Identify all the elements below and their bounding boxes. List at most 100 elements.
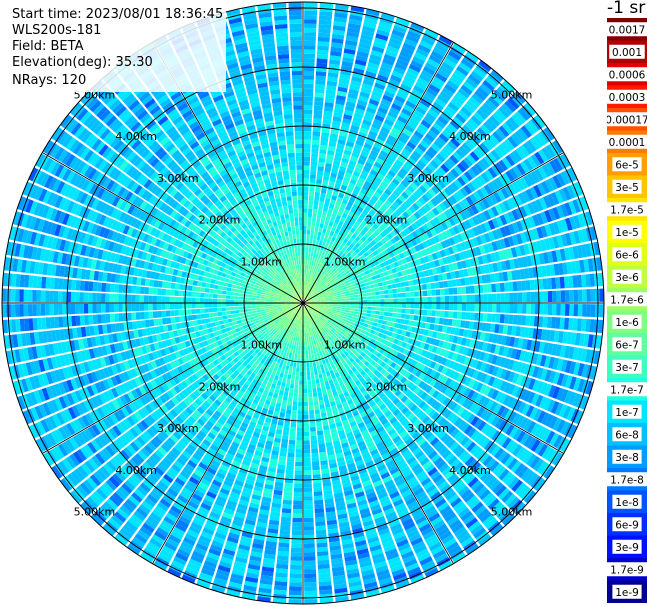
range-bin xyxy=(368,130,378,138)
range-bin xyxy=(507,211,516,223)
range-bin xyxy=(470,165,480,176)
range-bin xyxy=(314,499,324,505)
range-bin xyxy=(343,114,353,121)
range-bin xyxy=(303,388,308,394)
range-bin xyxy=(485,76,498,89)
range-bin xyxy=(318,293,323,296)
range-bin xyxy=(397,155,406,164)
range-bin xyxy=(303,414,309,420)
range-bin xyxy=(450,168,460,178)
range-bin xyxy=(305,296,309,300)
range-bin xyxy=(332,25,346,32)
range-bin xyxy=(460,173,470,184)
range-bin xyxy=(406,303,411,309)
range-bin xyxy=(456,213,464,223)
range-bin xyxy=(293,504,303,510)
range-bin xyxy=(417,251,424,258)
range-bin xyxy=(313,105,323,111)
range-bin xyxy=(501,122,513,135)
range-bin xyxy=(345,39,358,47)
range-bin xyxy=(476,225,484,235)
range-bin xyxy=(303,75,314,80)
range-bin xyxy=(309,256,313,261)
range-bin xyxy=(289,569,302,574)
range-bin xyxy=(343,255,349,261)
range-bin xyxy=(303,251,306,256)
range-bin xyxy=(359,268,365,274)
range-bin xyxy=(504,293,510,303)
range-bin xyxy=(336,266,342,272)
range-bin xyxy=(303,225,307,230)
range-bin xyxy=(308,292,312,297)
range-bin xyxy=(517,108,530,121)
range-bin xyxy=(577,289,583,302)
range-bin xyxy=(303,461,311,467)
range-bin xyxy=(407,225,415,233)
range-bin xyxy=(365,191,373,199)
range-bin xyxy=(336,254,341,260)
range-bin xyxy=(408,280,414,286)
range-bin xyxy=(446,80,459,91)
range-bin xyxy=(525,315,531,326)
range-bin xyxy=(311,383,317,389)
range-bin xyxy=(329,59,341,66)
range-bin xyxy=(311,217,317,223)
range-bin xyxy=(438,150,449,160)
range-bin xyxy=(467,136,479,147)
range-bin xyxy=(364,180,372,188)
range-bin xyxy=(320,254,324,260)
range-bin xyxy=(307,286,310,291)
range-bin xyxy=(378,184,386,192)
range-bin xyxy=(313,109,323,115)
range-bin xyxy=(297,354,301,359)
range-bin xyxy=(407,185,415,194)
range-bin xyxy=(496,293,501,303)
range-bin xyxy=(314,504,324,509)
range-bin xyxy=(399,50,413,60)
range-bin xyxy=(350,80,362,87)
range-bin xyxy=(313,491,323,497)
range-bin xyxy=(316,542,328,548)
range-bin xyxy=(401,148,411,157)
range-bin xyxy=(411,134,422,143)
range-bin xyxy=(328,63,340,70)
range-bin xyxy=(370,288,376,292)
range-bin xyxy=(331,33,345,40)
range-bin xyxy=(306,358,310,364)
range-bin xyxy=(363,115,374,123)
range-bin xyxy=(342,118,352,125)
range-bin xyxy=(402,250,409,258)
range-bin xyxy=(404,124,415,134)
range-bin xyxy=(383,271,389,277)
range-bin xyxy=(382,281,387,286)
range-bin xyxy=(437,69,450,79)
range-bin xyxy=(294,384,299,389)
range-bin xyxy=(352,288,358,293)
range-bin xyxy=(441,221,449,231)
range-bin xyxy=(397,298,402,303)
range-bin xyxy=(327,269,332,275)
range-bin xyxy=(354,297,359,301)
range-bin xyxy=(510,196,519,208)
range-bin xyxy=(326,289,331,293)
range-bin xyxy=(423,116,434,126)
range-bin xyxy=(354,308,359,312)
range-bin xyxy=(282,499,292,505)
range-bin xyxy=(310,435,317,441)
range-bin xyxy=(490,179,500,191)
range-bin xyxy=(332,283,338,288)
range-bin xyxy=(315,516,325,522)
range-bin xyxy=(294,483,303,488)
range-bin xyxy=(461,286,467,294)
range-bin xyxy=(421,249,428,257)
range-bin xyxy=(498,202,507,213)
range-bin xyxy=(330,245,335,251)
range-bin xyxy=(291,543,302,548)
range-bin xyxy=(382,122,393,131)
range-bin xyxy=(449,195,458,205)
range-bin xyxy=(316,546,329,552)
range-bin xyxy=(344,262,350,268)
range-bin xyxy=(303,169,310,175)
range-bin xyxy=(321,386,326,392)
ray xyxy=(304,12,395,299)
